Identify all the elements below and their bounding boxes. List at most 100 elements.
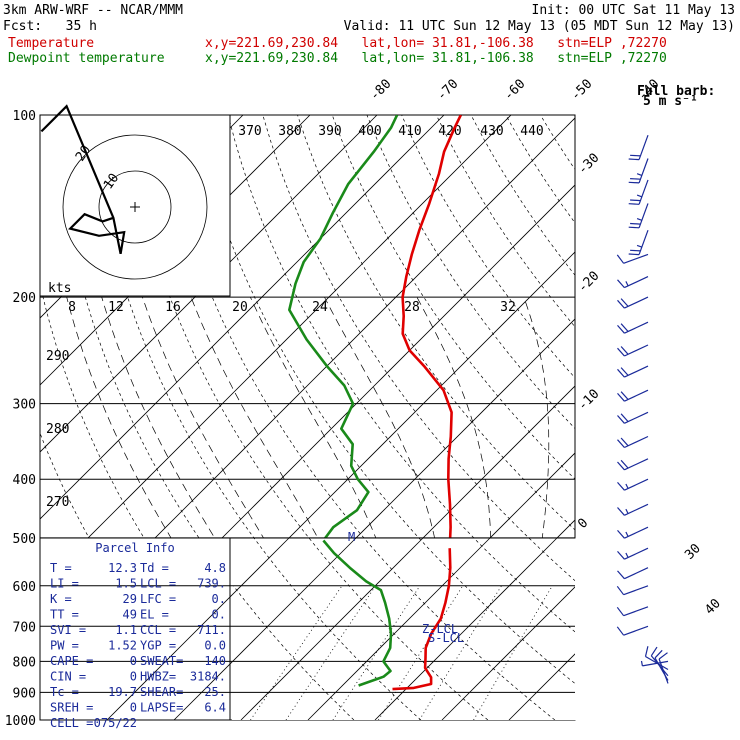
wind-barb-flag bbox=[658, 652, 668, 660]
pressure-label: 1000 bbox=[5, 714, 36, 729]
wind-barb-shaft bbox=[624, 411, 649, 424]
potential-temperature-label: 380 bbox=[278, 124, 301, 139]
parcel-param-name: YGP = bbox=[140, 639, 176, 653]
dewpoint-location-info: x,y=221.69,230.84 lat,lon= 31.81,-106.38… bbox=[205, 51, 667, 66]
isotherm-line bbox=[441, 586, 575, 720]
pressure-label: 500 bbox=[13, 532, 36, 547]
parcel-param-name: K = bbox=[50, 592, 72, 606]
wind-barb bbox=[616, 625, 649, 636]
wind-barb-flag bbox=[650, 646, 658, 657]
wind-barb bbox=[617, 458, 649, 471]
legend-temperature: Temperature bbox=[8, 36, 95, 51]
wind-barb-half-flag bbox=[625, 552, 629, 558]
wind-barb-flag bbox=[617, 325, 625, 334]
wind-barb-flag bbox=[617, 299, 625, 309]
wind-barb-flag bbox=[617, 530, 625, 539]
dry-adiabat-line bbox=[363, 537, 556, 720]
wind-barb-half-flag bbox=[625, 483, 629, 489]
wind-barb-flag bbox=[628, 226, 640, 229]
parcel-param-name: SREH = bbox=[50, 701, 93, 715]
dry-adiabat-line bbox=[679, 115, 740, 720]
parcel-param-value: 1.1 bbox=[115, 623, 137, 637]
parcel-param-name: LCL = bbox=[140, 577, 176, 591]
wind-barb-flag bbox=[628, 181, 640, 184]
parcel-param-name: SHEAR= bbox=[140, 685, 183, 699]
potential-temperature-label: 430 bbox=[480, 124, 503, 139]
parcel-param-name: SVI = bbox=[50, 623, 86, 637]
parcel-param-value: 0 bbox=[130, 701, 137, 715]
wind-barb-shaft bbox=[623, 585, 649, 596]
wind-barb-flag bbox=[620, 459, 629, 469]
parcel-param-value: 140 bbox=[204, 654, 226, 668]
potential-temperature-label: 400 bbox=[358, 124, 381, 139]
parcel-param-value: 1.5 bbox=[115, 577, 137, 591]
mixing-ratio-line bbox=[285, 585, 376, 720]
parcel-param-value: 12.3 bbox=[108, 561, 137, 575]
wind-barb-half-flag bbox=[636, 244, 643, 248]
wind-barb-flag bbox=[630, 178, 641, 180]
isotherm-line bbox=[307, 537, 491, 720]
wind-barb-half-flag bbox=[636, 173, 643, 176]
barb-key: Full barb:5 m s⁻¹ bbox=[637, 84, 715, 109]
dry-adiabat-line bbox=[401, 115, 575, 379]
isotherm-label: 30 bbox=[682, 541, 704, 563]
pressure-label: 900 bbox=[13, 686, 36, 701]
wind-barb-shaft bbox=[623, 625, 649, 636]
isotherm-line bbox=[508, 653, 575, 720]
parcel-param-value: 19.7 bbox=[108, 685, 137, 699]
wind-barb-flag bbox=[630, 222, 641, 225]
wind-barb-shaft bbox=[638, 229, 649, 255]
wind-barb-shaft bbox=[654, 657, 669, 681]
mixing-ratio-label: 12 bbox=[108, 300, 124, 315]
dry-adiabat-line bbox=[193, 115, 575, 684]
isotherm-label: -80 bbox=[367, 77, 394, 104]
wind-barb-flag bbox=[620, 298, 629, 307]
dry-adiabat-line bbox=[233, 585, 355, 720]
legend-dewpoint: Dewpoint temperature bbox=[8, 51, 165, 66]
hodograph-ring bbox=[62, 134, 208, 280]
parcel-param-value: 0. bbox=[212, 592, 226, 606]
wind-barb-flag bbox=[617, 347, 625, 357]
parcel-info-title: Parcel Info bbox=[95, 541, 174, 555]
wind-barb bbox=[654, 649, 669, 681]
wind-barb bbox=[628, 179, 649, 205]
wind-barb-shaft bbox=[638, 158, 649, 184]
parcel-param-name: EL = bbox=[140, 608, 169, 622]
pressure-label: 600 bbox=[13, 580, 36, 595]
parcel-param-name: CCL = bbox=[140, 623, 176, 637]
s-lcl-marker: S-LCL bbox=[428, 631, 464, 645]
pressure-label: 300 bbox=[13, 398, 36, 413]
parcel-param-value: 6.4 bbox=[204, 701, 226, 715]
potential-temperature-label: 410 bbox=[398, 124, 421, 139]
dry-adiabat-line bbox=[297, 115, 575, 531]
wind-barb-flag bbox=[620, 391, 629, 400]
init-time: Init: 00 UTC Sat 11 May 13 bbox=[531, 3, 736, 18]
dry-adiabat-line bbox=[418, 537, 575, 684]
wind-barb-flag bbox=[620, 323, 629, 332]
wind-barb-shaft bbox=[623, 253, 649, 264]
parcel-param-name: SWEAT= bbox=[140, 654, 183, 668]
wind-barb-half-flag bbox=[640, 660, 643, 667]
full-barb-label: Full barb: bbox=[637, 84, 715, 99]
mixing-ratio-line bbox=[473, 585, 553, 720]
pressure-label: 100 bbox=[13, 109, 36, 124]
dry-adiabat-line bbox=[610, 115, 740, 720]
parcel-param-value: 4.8 bbox=[204, 561, 226, 575]
parcel-param-name: TT = bbox=[50, 608, 79, 622]
wind-barb bbox=[617, 344, 649, 357]
pressure-label: 800 bbox=[13, 655, 36, 670]
wind-barb-shaft bbox=[624, 365, 649, 378]
isotherm-label: -60 bbox=[501, 77, 528, 104]
isotherm-label: -50 bbox=[568, 77, 595, 104]
wind-barb bbox=[628, 134, 649, 161]
isotherm-line bbox=[173, 537, 357, 720]
wind-barb bbox=[644, 646, 669, 671]
isotherm-line bbox=[40, 115, 378, 453]
pressure-label: 200 bbox=[13, 291, 36, 306]
wind-barb bbox=[628, 229, 649, 256]
wind-barb bbox=[617, 547, 649, 560]
parcel-param-name: LAPSE= bbox=[140, 701, 183, 715]
parcel-param-value: 739. bbox=[197, 577, 226, 591]
